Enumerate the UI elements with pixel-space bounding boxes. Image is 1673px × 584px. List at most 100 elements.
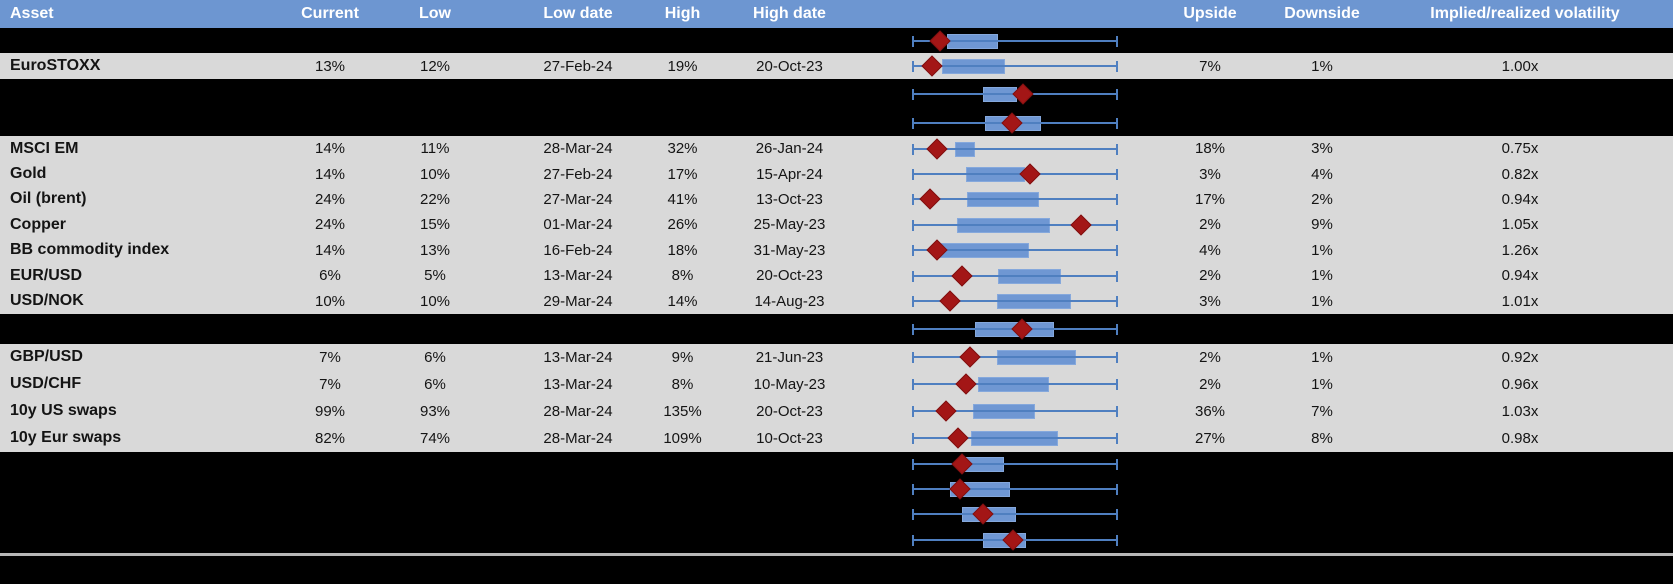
cell-upside[interactable]: 18%: [1194, 140, 1226, 158]
cell-implied-realized-volatility[interactable]: 0.82x: [1501, 165, 1539, 183]
cell-high-date[interactable]: 15-Apr-24: [756, 165, 823, 183]
cell-asset[interactable]: Copper: [10, 215, 66, 233]
cell-high-date[interactable]: 13-Oct-23: [756, 190, 823, 208]
cell-downside[interactable]: 1%: [1311, 267, 1333, 285]
cell-asset[interactable]: 10y Eur swaps: [10, 429, 122, 447]
header-downside[interactable]: Downside: [1284, 5, 1360, 22]
cell-downside[interactable]: 4%: [1311, 165, 1333, 183]
cell-high-date[interactable]: 25-May-23: [753, 216, 826, 234]
header-upside[interactable]: Upside: [1183, 5, 1237, 22]
cell-high-date[interactable]: 10-May-23: [753, 375, 826, 393]
cell-low-date[interactable]: 13-Mar-24: [543, 267, 613, 285]
cell-downside[interactable]: 7%: [1311, 402, 1333, 420]
cell-low-date[interactable]: 13-Mar-24: [543, 375, 613, 393]
cell-asset[interactable]: GBP/USD: [10, 348, 83, 366]
cell-current[interactable]: 99%: [314, 402, 346, 420]
cell-downside[interactable]: 1%: [1311, 348, 1333, 366]
cell-asset[interactable]: MSCI EM: [10, 139, 79, 157]
cell-high[interactable]: 109%: [663, 429, 702, 447]
cell-downside[interactable]: 1%: [1311, 57, 1333, 75]
cell-low[interactable]: 5%: [424, 267, 446, 285]
cell-current[interactable]: 24%: [314, 216, 346, 234]
cell-current[interactable]: 13%: [314, 57, 346, 75]
cell-low-date[interactable]: 27-Feb-24: [543, 165, 613, 183]
header-high[interactable]: High: [664, 5, 701, 22]
cell-current[interactable]: 14%: [314, 241, 346, 259]
cell-implied-realized-volatility[interactable]: 0.98x: [1501, 429, 1539, 447]
cell-upside[interactable]: 3%: [1199, 292, 1221, 310]
cell-upside[interactable]: 7%: [1199, 57, 1221, 75]
cell-low[interactable]: 10%: [419, 292, 451, 310]
cell-upside[interactable]: 2%: [1199, 375, 1221, 393]
cell-current[interactable]: 82%: [314, 429, 346, 447]
cell-current[interactable]: 24%: [314, 190, 346, 208]
cell-high[interactable]: 32%: [667, 140, 698, 158]
cell-asset[interactable]: 10y US swaps: [10, 402, 117, 420]
cell-asset[interactable]: EuroSTOXX: [10, 57, 101, 74]
cell-high[interactable]: 9%: [671, 348, 694, 366]
cell-high[interactable]: 17%: [667, 165, 698, 183]
cell-downside[interactable]: 2%: [1311, 190, 1333, 208]
cell-upside[interactable]: 36%: [1194, 402, 1226, 420]
cell-low-date[interactable]: 29-Mar-24: [543, 292, 613, 310]
cell-high[interactable]: 8%: [671, 267, 694, 285]
cell-low-date[interactable]: 28-Mar-24: [543, 402, 613, 420]
cell-low[interactable]: 13%: [419, 241, 451, 259]
cell-upside[interactable]: 2%: [1199, 348, 1221, 366]
cell-low-date[interactable]: 27-Mar-24: [543, 190, 613, 208]
cell-current[interactable]: 6%: [319, 267, 341, 285]
cell-implied-realized-volatility[interactable]: 0.94x: [1501, 267, 1539, 285]
cell-upside[interactable]: 27%: [1194, 429, 1226, 447]
cell-upside[interactable]: 17%: [1194, 190, 1226, 208]
cell-high[interactable]: 8%: [671, 375, 694, 393]
cell-asset[interactable]: EUR/USD: [10, 266, 83, 284]
cell-downside[interactable]: 1%: [1311, 292, 1333, 310]
cell-implied-realized-volatility[interactable]: 0.94x: [1501, 190, 1539, 208]
cell-implied-realized-volatility[interactable]: 1.00x: [1501, 57, 1539, 75]
cell-high-date[interactable]: 14-Aug-23: [754, 292, 825, 310]
cell-implied-realized-volatility[interactable]: 0.96x: [1501, 375, 1539, 393]
cell-current[interactable]: 10%: [314, 292, 346, 310]
cell-low[interactable]: 10%: [419, 165, 451, 183]
cell-low-date[interactable]: 01-Mar-24: [543, 216, 613, 234]
cell-low[interactable]: 15%: [419, 216, 451, 234]
cell-downside[interactable]: 1%: [1311, 375, 1333, 393]
cell-asset[interactable]: Gold: [10, 165, 47, 183]
cell-low[interactable]: 6%: [424, 348, 446, 366]
header-low-date[interactable]: Low date: [543, 5, 613, 22]
cell-current[interactable]: 14%: [314, 140, 346, 158]
cell-upside[interactable]: 4%: [1199, 241, 1221, 259]
cell-asset[interactable]: USD/NOK: [10, 292, 84, 310]
cell-current[interactable]: 7%: [319, 348, 341, 366]
cell-implied-realized-volatility[interactable]: 1.01x: [1501, 292, 1539, 310]
cell-low[interactable]: 93%: [419, 402, 451, 420]
cell-low[interactable]: 11%: [420, 140, 450, 158]
cell-implied-realized-volatility[interactable]: 0.75x: [1501, 140, 1539, 158]
cell-high[interactable]: 26%: [667, 216, 698, 234]
cell-low-date[interactable]: 27-Feb-24: [543, 57, 613, 75]
cell-low[interactable]: 12%: [419, 57, 451, 75]
cell-implied-realized-volatility[interactable]: 1.05x: [1501, 216, 1539, 234]
cell-upside[interactable]: 3%: [1199, 165, 1221, 183]
cell-asset[interactable]: BB commodity index: [10, 241, 170, 259]
cell-current[interactable]: 14%: [314, 165, 346, 183]
cell-upside[interactable]: 2%: [1199, 267, 1221, 285]
cell-high-date[interactable]: 10-Oct-23: [756, 429, 823, 447]
cell-downside[interactable]: 9%: [1311, 216, 1333, 234]
cell-downside[interactable]: 1%: [1311, 241, 1333, 259]
cell-low[interactable]: 74%: [419, 429, 451, 447]
cell-upside[interactable]: 2%: [1199, 216, 1221, 234]
cell-low[interactable]: 6%: [424, 375, 446, 393]
header-low[interactable]: Low: [419, 5, 451, 22]
header-current[interactable]: Current: [301, 5, 359, 22]
cell-high-date[interactable]: 26-Jan-24: [755, 140, 824, 158]
cell-high[interactable]: 135%: [663, 402, 702, 420]
cell-low-date[interactable]: 28-Mar-24: [543, 140, 613, 158]
header-high-date[interactable]: High date: [753, 5, 826, 22]
cell-high-date[interactable]: 20-Oct-23: [756, 267, 823, 285]
cell-high[interactable]: 41%: [667, 190, 698, 208]
cell-implied-realized-volatility[interactable]: 0.92x: [1501, 348, 1539, 366]
cell-high[interactable]: 18%: [667, 241, 698, 259]
cell-downside[interactable]: 3%: [1311, 140, 1333, 158]
cell-implied-realized-volatility[interactable]: 1.26x: [1501, 241, 1539, 259]
